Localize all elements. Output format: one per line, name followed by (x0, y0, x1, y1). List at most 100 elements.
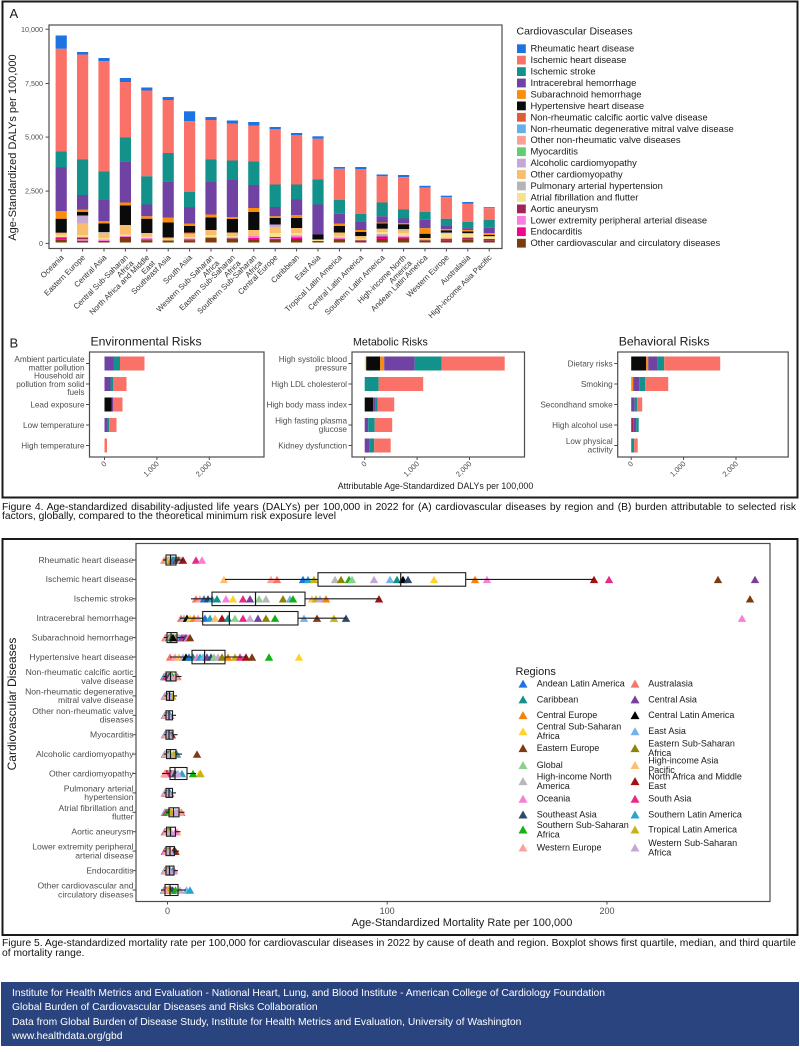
svg-text:10,000: 10,000 (21, 25, 43, 34)
svg-text:2,000: 2,000 (194, 459, 213, 478)
svg-text:Hypertensive heart disease: Hypertensive heart disease (29, 652, 133, 662)
svg-text:Andean Latin America: Andean Latin America (537, 679, 625, 689)
svg-text:Oceania: Oceania (537, 794, 571, 804)
svg-text:Other non-rheumatic valve dise: Other non-rheumatic valve diseases (531, 134, 681, 145)
svg-text:Metabolic Risks: Metabolic Risks (353, 337, 428, 349)
svg-text:0: 0 (39, 239, 43, 248)
svg-text:Smoking: Smoking (581, 380, 613, 389)
svg-text:Atrial fibrillation and flutte: Atrial fibrillation and flutter (531, 191, 639, 202)
svg-text:Non-rheumatic calcific aortic: Non-rheumatic calcific aortic valve dise… (531, 111, 708, 122)
svg-text:Non-rheumatic degenerative mit: Non-rheumatic degenerative mitral valve … (531, 123, 734, 134)
svg-text:Ischemic stroke: Ischemic stroke (531, 66, 596, 77)
svg-text:High alcohol use: High alcohol use (552, 421, 613, 430)
svg-text:Behavioral Risks: Behavioral Risks (619, 335, 710, 349)
svg-text:1,000: 1,000 (402, 459, 421, 478)
svg-text:Other cardiomyopathy: Other cardiomyopathy (531, 169, 624, 180)
svg-text:Australasia: Australasia (648, 679, 693, 689)
svg-text:North Africa and MiddleEast: North Africa and MiddleEast (648, 771, 742, 791)
svg-text:Intracerebral hemorrhage: Intracerebral hemorrhage (531, 77, 637, 88)
svg-text:0: 0 (165, 906, 170, 916)
svg-text:Southern Sub-SaharanAfrica: Southern Sub-SaharanAfrica (537, 820, 629, 840)
svg-text:Pulmonary arterial hypertensio: Pulmonary arterial hypertension (531, 180, 663, 191)
svg-text:High body mass index: High body mass index (266, 400, 347, 409)
svg-text:Age-Standardized DALYs per 100: Age-Standardized DALYs per 100,000 (7, 54, 19, 240)
svg-text:Southeast Asia: Southeast Asia (537, 810, 597, 820)
svg-text:Rheumatic heart disease: Rheumatic heart disease (531, 43, 635, 54)
svg-text:1,000: 1,000 (141, 459, 160, 478)
svg-text:South Asia: South Asia (648, 794, 691, 804)
svg-text:B: B (10, 336, 19, 351)
svg-text:Dietary risks: Dietary risks (568, 359, 613, 368)
svg-text:Global: Global (537, 760, 563, 770)
svg-text:200: 200 (599, 906, 614, 916)
svg-text:5,000: 5,000 (25, 133, 43, 142)
svg-text:2,000: 2,000 (454, 459, 473, 478)
svg-text:Aortic aneurysm: Aortic aneurysm (531, 203, 599, 214)
svg-text:Aortic aneurysm: Aortic aneurysm (71, 827, 133, 837)
svg-text:Other cardiovascular and circu: Other cardiovascular and circulatory dis… (531, 237, 721, 248)
svg-text:Other cardiomyopathy: Other cardiomyopathy (49, 768, 134, 778)
svg-text:Western Sub-SaharanAfrica: Western Sub-SaharanAfrica (648, 838, 737, 858)
svg-text:Ischemic heart disease: Ischemic heart disease (531, 54, 627, 65)
svg-text:Western Europe: Western Europe (537, 843, 602, 853)
svg-text:Ischemic heart disease: Ischemic heart disease (46, 574, 134, 584)
svg-text:0: 0 (626, 459, 635, 468)
svg-text:Eastern Europe: Eastern Europe (537, 743, 600, 753)
svg-text:Environmental Risks: Environmental Risks (91, 335, 202, 349)
svg-text:Endocarditis: Endocarditis (86, 865, 133, 875)
svg-text:Alcoholic cardiomyopathy: Alcoholic cardiomyopathy (531, 157, 638, 168)
svg-text:Hypertensive heart disease: Hypertensive heart disease (531, 100, 645, 111)
svg-text:Central Europe: Central Europe (537, 710, 598, 720)
svg-text:Cardiovascular Diseases: Cardiovascular Diseases (517, 26, 633, 38)
svg-text:Central Asia: Central Asia (648, 694, 697, 704)
svg-text:Central Latin America: Central Latin America (648, 710, 734, 720)
svg-text:Southern Latin America: Southern Latin America (648, 810, 742, 820)
svg-text:Lower extremity peripheral art: Lower extremity peripheral arterial dise… (531, 214, 708, 225)
svg-text:Attributable Age-Standardized: Attributable Age-Standardized DALYs per … (338, 481, 534, 491)
svg-text:Eastern Sub-SaharanAfrica: Eastern Sub-SaharanAfrica (648, 738, 735, 758)
svg-text:Lead exposure: Lead exposure (30, 400, 85, 409)
svg-text:Low temperature: Low temperature (23, 421, 85, 430)
svg-text:Rheumatic heart disease: Rheumatic heart disease (38, 555, 133, 565)
svg-text:100: 100 (380, 906, 395, 916)
svg-text:Caribbean: Caribbean (537, 694, 579, 704)
svg-text:Endocarditis: Endocarditis (531, 226, 583, 237)
svg-text:Age-Standardized Mortality Rat: Age-Standardized Mortality Rate per 100,… (352, 917, 573, 929)
svg-text:Subarachnoid hemorrhage: Subarachnoid hemorrhage (531, 89, 642, 100)
svg-text:Kidney dysfunction: Kidney dysfunction (278, 441, 347, 450)
svg-text:Tropical Latin America: Tropical Latin America (648, 825, 737, 835)
svg-text:A: A (10, 6, 19, 21)
svg-text:High LDL cholesterol: High LDL cholesterol (271, 380, 347, 389)
svg-text:2,000: 2,000 (720, 459, 739, 478)
svg-text:Myocarditis: Myocarditis (90, 730, 133, 740)
svg-text:Cardiovascular Diseases: Cardiovascular Diseases (5, 638, 19, 771)
svg-text:Ischemic stroke: Ischemic stroke (74, 594, 134, 604)
svg-text:Regions: Regions (516, 666, 557, 678)
svg-text:High-income NorthAmerica: High-income NorthAmerica (537, 771, 612, 791)
svg-text:1,000: 1,000 (668, 459, 687, 478)
svg-text:High temperature: High temperature (21, 441, 85, 450)
svg-text:Intracerebral hemorrhage: Intracerebral hemorrhage (37, 613, 134, 623)
svg-text:2,500: 2,500 (25, 187, 43, 196)
svg-text:Secondhand smoke: Secondhand smoke (540, 400, 613, 409)
svg-text:East Asia: East Asia (648, 726, 686, 736)
svg-text:0: 0 (99, 459, 108, 468)
svg-text:Central Sub-SaharanAfrica: Central Sub-SaharanAfrica (537, 722, 622, 742)
svg-text:0: 0 (359, 459, 368, 468)
svg-text:Myocarditis: Myocarditis (531, 146, 579, 157)
svg-text:Alcoholic cardiomyopathy: Alcoholic cardiomyopathy (36, 749, 134, 759)
svg-text:7,500: 7,500 (25, 79, 43, 88)
